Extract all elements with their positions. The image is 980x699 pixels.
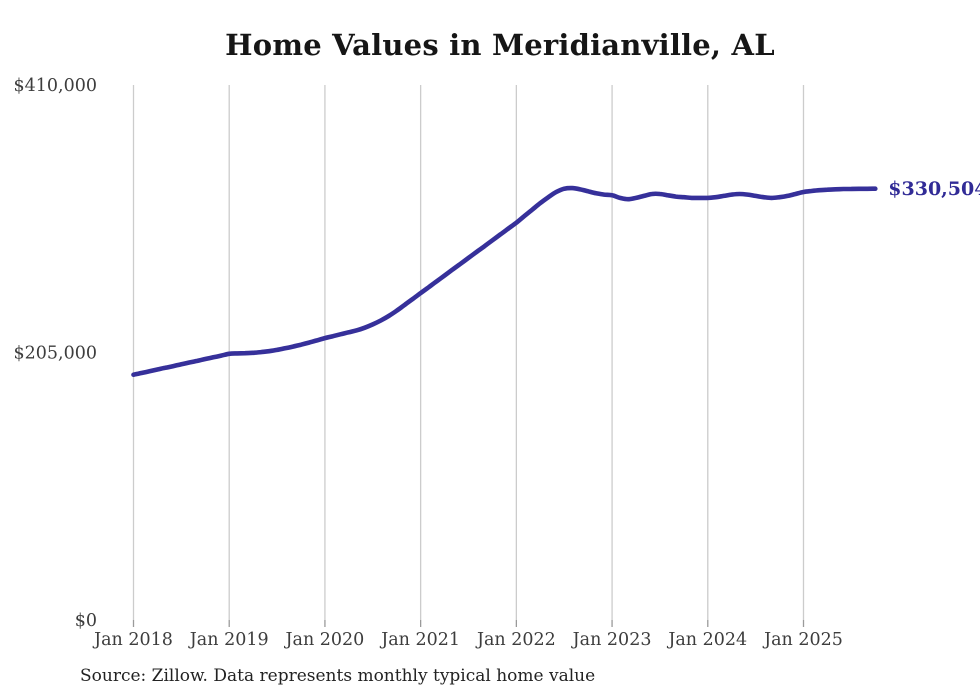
x-tick-label: Jan 2023	[571, 630, 652, 650]
x-tick-label: Jan 2022	[475, 630, 556, 650]
y-tick-label: $205,000	[13, 344, 97, 364]
x-tick-label: Jan 2021	[379, 630, 460, 650]
x-tick-label: Jan 2025	[762, 630, 843, 650]
chart-title: Home Values in Meridianville, AL	[225, 28, 775, 62]
x-tick-label: Jan 2020	[284, 630, 365, 650]
latest-value-label: $330,504	[888, 178, 980, 200]
x-tick-label: Jan 2024	[666, 630, 747, 650]
x-tick-label: Jan 2018	[92, 630, 173, 650]
source-attribution: Source: Zillow. Data represents monthly …	[80, 666, 596, 686]
x-tick-label: Jan 2019	[188, 630, 269, 650]
home-value-trend-line	[131, 185, 878, 377]
y-tick-label: $410,000	[13, 76, 97, 96]
y-tick-label: $0	[75, 611, 97, 631]
